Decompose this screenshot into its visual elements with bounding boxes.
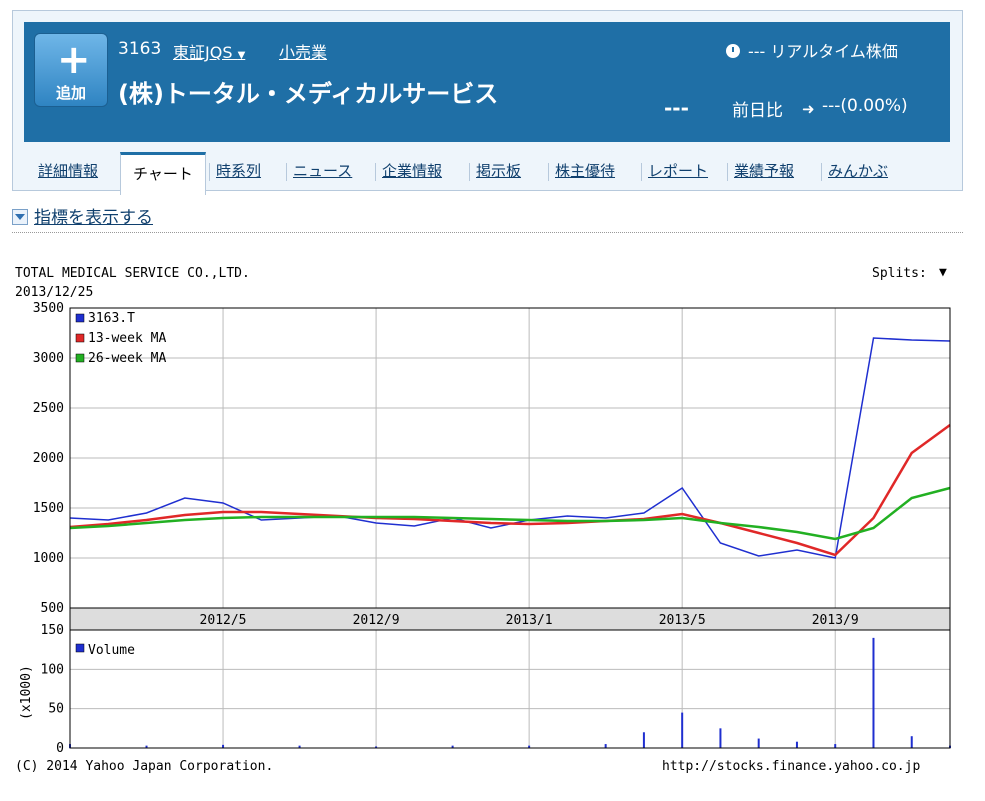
volume-bar [145,745,148,748]
volume-plot-frame [69,629,951,749]
volume-bar [528,745,531,748]
date-tick-label: 2013/9 [812,613,859,628]
realtime-status: --- リアルタイム株価 [726,38,898,62]
splits-label: Splits: [872,266,927,281]
volume-tick-label: 150 [41,623,64,638]
price-tick-label: 2500 [33,401,64,416]
volume-bar [719,728,722,748]
volume-bar [604,744,607,748]
tab-benefits[interactable]: 株主優待 [547,155,615,189]
chart-title: TOTAL MEDICAL SERVICE CO.,LTD. [15,266,250,281]
volume-bar [872,637,875,748]
price-tick-label: 2000 [33,451,64,466]
tab-chart[interactable]: チャート [120,152,206,195]
market-label: 東証JQS [173,43,233,62]
volume-legend-label: Volume [88,643,135,658]
volume-tick-label: 0 [56,741,64,756]
legend-swatch [75,313,85,323]
legend-label: 26-week MA [88,351,166,366]
splits-caret-icon[interactable]: ▼ [939,265,947,280]
date-tick-label: 2012/5 [200,613,247,628]
volume-bars [69,637,951,748]
price-tick-label: 3500 [33,301,64,316]
market-link[interactable]: 東証JQS ▼ [173,39,245,63]
realtime-label: --- リアルタイム株価 [748,42,898,61]
volume-legend-swatch [75,643,85,653]
stock-code: 3163 [118,39,162,59]
add-button-label: 追加 [55,84,86,102]
show-indicators-label: 指標を表示する [34,208,153,228]
price-tick-label: 1000 [33,551,64,566]
legend-swatch [75,333,85,343]
volume-bar [757,738,760,748]
tab-minkabu[interactable]: みんかぶ [820,155,888,189]
date-axis: 2012/5 2012/9 2013/1 2013/5 2013/9 [200,613,859,628]
arrow-right-icon: ➜ [802,100,815,118]
company-name: (株)トータル・メディカルサービス [118,80,499,108]
volume-ylabel: (x1000) [19,665,34,720]
legend-swatch [75,353,85,363]
quote-header [24,22,950,142]
volume-bar [222,744,225,748]
add-button[interactable]: + 追加 [34,33,108,107]
tab-board[interactable]: 掲示板 [468,155,521,189]
tab-reports[interactable]: レポート [640,155,708,189]
change-value: ---(0.00%) [822,96,908,116]
chart-date: 2013/12/25 [15,285,93,300]
volume-bar [834,744,837,748]
stock-chart: TOTAL MEDICAL SERVICE CO.,LTD. 2013/12/2… [15,265,951,774]
date-tick-label: 2012/9 [353,613,400,628]
price-tick-label: 1500 [33,501,64,516]
tab-details[interactable]: 詳細情報 [38,162,99,180]
price-plot-frame [69,307,951,609]
plus-icon: + [57,37,91,83]
current-price: --- [664,96,689,120]
volume-bar [642,732,645,748]
industry-link[interactable]: 小売業 [279,43,328,62]
price-tick-label: 3000 [33,351,64,366]
series-line-2 [69,486,951,541]
copyright: (C) 2014 Yahoo Japan Corporation. [15,759,273,774]
date-tick-label: 2013/5 [659,613,706,628]
volume-tick-label: 50 [48,702,64,717]
caret-down-icon: ▼ [237,50,246,61]
tab-news[interactable]: ニュース [285,155,352,189]
volume-bar [451,745,454,748]
volume-bar [681,712,684,748]
divider [12,232,963,233]
volume-tick-label: 100 [41,662,64,677]
show-indicators-link[interactable]: 指標を表示する [12,203,153,228]
legend-label: 3163.T [88,311,135,326]
change-label: 前日比 [732,101,783,121]
legend-label: 13-week MA [88,331,166,346]
volume-bar [375,746,378,748]
volume-bar [795,741,798,748]
clock-icon [726,44,740,58]
source-url[interactable]: http://stocks.finance.yahoo.co.jp [662,759,920,774]
tab-company[interactable]: 企業情報 [374,155,442,189]
volume-bar [298,745,301,748]
expand-icon [12,209,28,225]
price-tick-label: 500 [41,601,64,616]
volume-bar [910,736,913,748]
date-tick-label: 2013/1 [506,613,553,628]
volume-axis: 0 50 100 150 [41,623,64,756]
legend: 3163.T 13-week MA 26-week MA [75,311,166,366]
series-line-0 [69,337,951,559]
series-line-1 [69,423,951,557]
chart-grid [69,307,951,749]
tab-forecast[interactable]: 業績予報 [726,155,794,189]
price-axis: 500 1000 1500 2000 2500 3000 3500 [33,301,64,616]
tab-timeseries[interactable]: 時系列 [208,155,261,189]
price-lines [69,337,951,559]
